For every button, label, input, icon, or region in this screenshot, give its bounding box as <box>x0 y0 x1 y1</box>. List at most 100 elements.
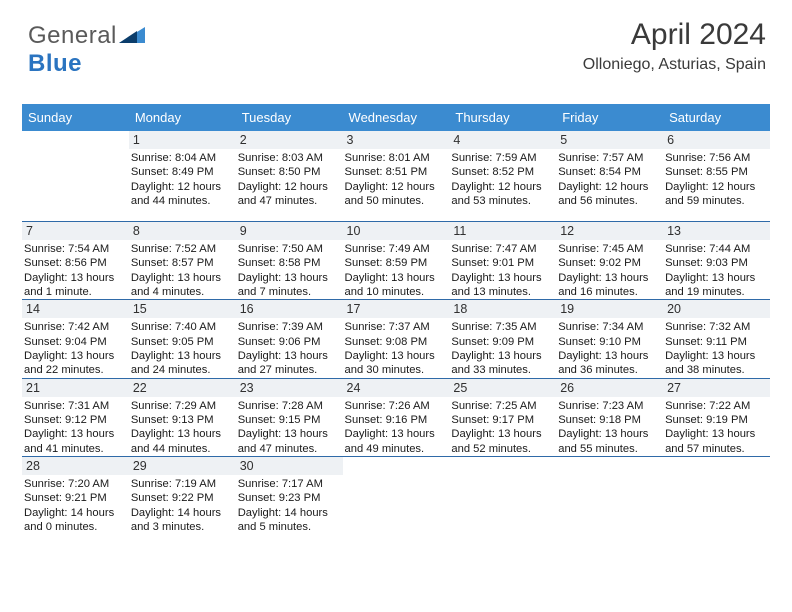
day-number: 24 <box>343 379 450 397</box>
sunset-line: Sunset: 9:09 PM <box>451 335 554 349</box>
day-info: Sunrise: 7:54 AMSunset: 8:56 PMDaylight:… <box>22 240 129 299</box>
sunset-line: Sunset: 9:04 PM <box>24 335 127 349</box>
sunset-line: Sunset: 9:16 PM <box>345 413 448 427</box>
day-number: 9 <box>236 222 343 240</box>
page-subtitle: Olloniego, Asturias, Spain <box>583 56 766 74</box>
calendar-cell: 15Sunrise: 7:40 AMSunset: 9:05 PMDayligh… <box>129 300 236 378</box>
calendar-cell: 22Sunrise: 7:29 AMSunset: 9:13 PMDayligh… <box>129 378 236 456</box>
daylight-line: Daylight: 13 hours and 41 minutes. <box>24 427 127 456</box>
sunset-line: Sunset: 9:03 PM <box>665 256 768 270</box>
calendar-cell: 27Sunrise: 7:22 AMSunset: 9:19 PMDayligh… <box>663 378 770 456</box>
calendar-cell: 11Sunrise: 7:47 AMSunset: 9:01 PMDayligh… <box>449 222 556 300</box>
sunset-line: Sunset: 9:08 PM <box>345 335 448 349</box>
sunrise-line: Sunrise: 7:52 AM <box>131 242 234 256</box>
calendar-body: 1Sunrise: 8:04 AMSunset: 8:49 PMDaylight… <box>22 131 770 547</box>
day-number: 21 <box>22 379 129 397</box>
calendar-cell: 16Sunrise: 7:39 AMSunset: 9:06 PMDayligh… <box>236 300 343 378</box>
daylight-line: Daylight: 13 hours and 13 minutes. <box>451 271 554 300</box>
sunset-line: Sunset: 9:13 PM <box>131 413 234 427</box>
day-info: Sunrise: 7:57 AMSunset: 8:54 PMDaylight:… <box>556 149 663 208</box>
day-info: Sunrise: 7:59 AMSunset: 8:52 PMDaylight:… <box>449 149 556 208</box>
calendar-cell: 20Sunrise: 7:32 AMSunset: 9:11 PMDayligh… <box>663 300 770 378</box>
day-number: 7 <box>22 222 129 240</box>
calendar-cell: 18Sunrise: 7:35 AMSunset: 9:09 PMDayligh… <box>449 300 556 378</box>
day-number: 25 <box>449 379 556 397</box>
sunset-line: Sunset: 8:59 PM <box>345 256 448 270</box>
calendar-cell: 9Sunrise: 7:50 AMSunset: 8:58 PMDaylight… <box>236 222 343 300</box>
day-number: 28 <box>22 457 129 475</box>
calendar-cell <box>343 456 450 547</box>
day-info: Sunrise: 7:29 AMSunset: 9:13 PMDaylight:… <box>129 397 236 456</box>
sunrise-line: Sunrise: 7:40 AM <box>131 320 234 334</box>
sunrise-line: Sunrise: 7:35 AM <box>451 320 554 334</box>
day-info: Sunrise: 8:03 AMSunset: 8:50 PMDaylight:… <box>236 149 343 208</box>
sunset-line: Sunset: 9:11 PM <box>665 335 768 349</box>
day-number: 30 <box>236 457 343 475</box>
dayname-thursday: Thursday <box>449 104 556 131</box>
day-number: 3 <box>343 131 450 149</box>
sunrise-line: Sunrise: 7:34 AM <box>558 320 661 334</box>
calendar-row: 28 Sunrise: 7:20 AMSunset: 9:21 PM Dayligh… <box>22 456 770 547</box>
daylight-line: Daylight: 13 hours and 49 minutes. <box>345 427 448 456</box>
sunrise-line: Sunrise: 7:19 AM <box>131 477 234 491</box>
daylight-line: Daylight: 13 hours and 19 minutes. <box>665 271 768 300</box>
sunset-line: Sunset: 9:17 PM <box>451 413 554 427</box>
dayname-friday: Friday <box>556 104 663 131</box>
day-number: 23 <box>236 379 343 397</box>
sunset-line: Sunset: 8:57 PM <box>131 256 234 270</box>
sunrise-line: Sunrise: 7:29 AM <box>131 399 234 413</box>
sunrise-line: Sunrise: 7:50 AM <box>238 242 341 256</box>
daylight-line: Daylight: 14 hours and 5 minutes. <box>238 506 341 535</box>
day-info: Sunrise: 7:26 AMSunset: 9:16 PMDaylight:… <box>343 397 450 456</box>
sunrise-line: Sunrise: 7:22 AM <box>665 399 768 413</box>
calendar-cell: 30Sunrise: 7:17 AMSunset: 9:23 PMDayligh… <box>236 456 343 547</box>
page-title: April 2024 <box>583 18 766 52</box>
day-number: 10 <box>343 222 450 240</box>
sunrise-line: Sunrise: 7:42 AM <box>24 320 127 334</box>
daylight-line: Daylight: 13 hours and 4 minutes. <box>131 271 234 300</box>
calendar-cell: 28Sunrise: 7:20 AMSunset: 9:21 PMDayligh… <box>22 456 129 547</box>
daylight-line: Daylight: 13 hours and 1 minute. <box>24 271 127 300</box>
day-info: Sunrise: 7:22 AMSunset: 9:19 PMDaylight:… <box>663 397 770 456</box>
day-info: Sunrise: 7:40 AMSunset: 9:05 PMDaylight:… <box>129 318 236 377</box>
calendar-head: SundayMondayTuesdayWednesdayThursdayFrid… <box>22 104 770 131</box>
day-number: 8 <box>129 222 236 240</box>
day-info: Sunrise: 7:50 AMSunset: 8:58 PMDaylight:… <box>236 240 343 299</box>
sunset-line: Sunset: 9:06 PM <box>238 335 341 349</box>
sunrise-line: Sunrise: 7:47 AM <box>451 242 554 256</box>
day-number: 29 <box>129 457 236 475</box>
sunrise-line: Sunrise: 7:31 AM <box>24 399 127 413</box>
calendar-cell: 8 Sunrise: 7:52 AMSunset: 8:57 PMDaylight… <box>129 222 236 300</box>
day-info: Sunrise: 7:44 AMSunset: 9:03 PMDaylight:… <box>663 240 770 299</box>
day-info: Sunrise: 7:35 AMSunset: 9:09 PMDaylight:… <box>449 318 556 377</box>
day-number: 26 <box>556 379 663 397</box>
sunrise-line: Sunrise: 7:39 AM <box>238 320 341 334</box>
daylight-line: Daylight: 13 hours and 22 minutes. <box>24 349 127 378</box>
daylight-line: Daylight: 13 hours and 30 minutes. <box>345 349 448 378</box>
daylight-line: Daylight: 13 hours and 36 minutes. <box>558 349 661 378</box>
sunset-line: Sunset: 9:02 PM <box>558 256 661 270</box>
daylight-line: Daylight: 13 hours and 24 minutes. <box>131 349 234 378</box>
logo-text: General Blue <box>28 22 145 77</box>
dayname-row: SundayMondayTuesdayWednesdayThursdayFrid… <box>22 104 770 131</box>
dayname-sunday: Sunday <box>22 104 129 131</box>
sunrise-line: Sunrise: 7:20 AM <box>24 477 127 491</box>
daylight-line: Daylight: 13 hours and 7 minutes. <box>238 271 341 300</box>
day-info: Sunrise: 7:25 AMSunset: 9:17 PMDaylight:… <box>449 397 556 456</box>
day-number: 4 <box>449 131 556 149</box>
sunset-line: Sunset: 9:12 PM <box>24 413 127 427</box>
sunrise-line: Sunrise: 8:01 AM <box>345 151 448 165</box>
calendar-cell: 24Sunrise: 7:26 AMSunset: 9:16 PMDayligh… <box>343 378 450 456</box>
sunset-line: Sunset: 8:51 PM <box>345 165 448 179</box>
daylight-line: Daylight: 13 hours and 57 minutes. <box>665 427 768 456</box>
day-info: Sunrise: 8:01 AMSunset: 8:51 PMDaylight:… <box>343 149 450 208</box>
calendar-row: 7Sunrise: 7:54 AMSunset: 8:56 PMDaylight… <box>22 222 770 300</box>
sunrise-line: Sunrise: 7:25 AM <box>451 399 554 413</box>
calendar-cell: 26Sunrise: 7:23 AMSunset: 9:18 PMDayligh… <box>556 378 663 456</box>
calendar-cell: 19Sunrise: 7:34 AMSunset: 9:10 PMDayligh… <box>556 300 663 378</box>
sunset-line: Sunset: 8:56 PM <box>24 256 127 270</box>
sunset-line: Sunset: 9:22 PM <box>131 491 234 505</box>
sunset-line: Sunset: 9:21 PM <box>24 491 127 505</box>
sunrise-line: Sunrise: 7:57 AM <box>558 151 661 165</box>
daylight-line: Daylight: 12 hours and 44 minutes. <box>131 180 234 209</box>
